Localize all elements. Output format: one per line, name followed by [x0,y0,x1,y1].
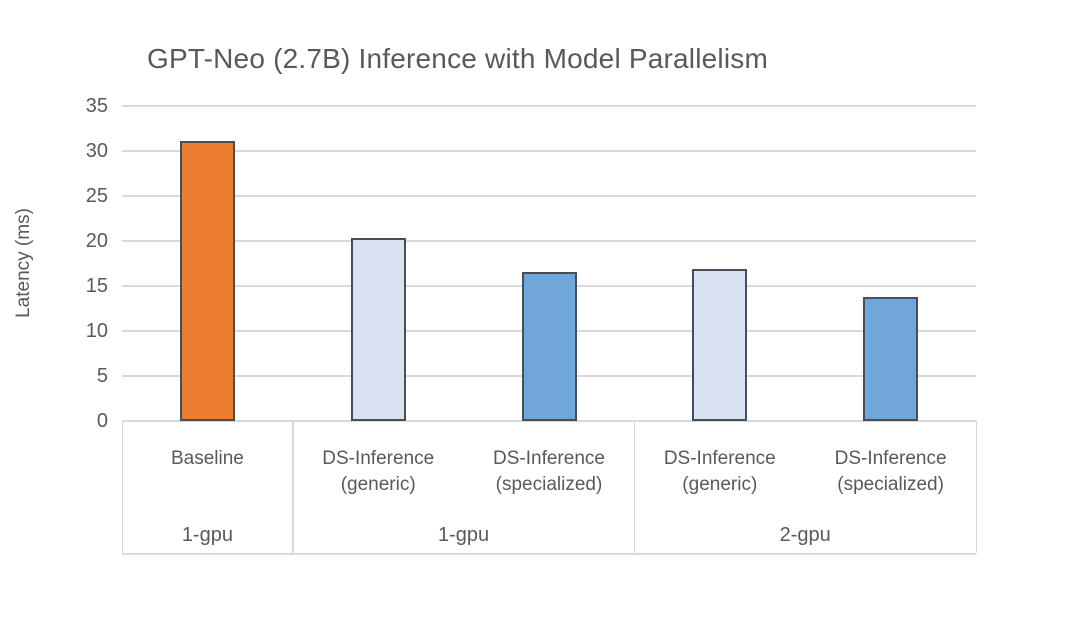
y-tick-label-35: 35 [85,95,108,117]
y-tick-label-10: 10 [85,320,108,342]
group-label-1-gpu: 1-gpu [181,524,233,546]
y-gridline-25 [122,195,976,197]
bar-ds-inference-generic-2-gpu [692,268,748,421]
y-gridline-30 [122,150,976,152]
category-label-ds-inference-generic-3: DS-Inference (generic) [663,448,776,495]
category-label-ds-inference-generic-1: DS-Inference (generic) [322,448,435,495]
y-axis-title: Latency (ms) [13,208,34,318]
y-gridline-0 [122,420,976,422]
table-border-vertical-3 [975,421,977,553]
category-label-baseline-0: Baseline [170,448,244,469]
group-label-2-gpu: 2-gpu [779,524,831,546]
category-label-ds-inference-specialized-4: DS-Inference (specialized) [834,448,947,495]
y-tick-label-30: 30 [85,140,108,162]
bar-ds-inference-specialized-2-gpu [863,296,919,421]
table-border-bottom [122,553,976,555]
table-border-vertical-1 [292,421,294,553]
y-tick-label-20: 20 [85,230,108,252]
bar-ds-inference-generic-1-gpu [350,238,406,421]
group-label-1-gpu: 1-gpu [438,524,490,546]
table-border-vertical-0 [121,421,123,553]
y-gridline-35 [122,105,976,107]
category-label-ds-inference-specialized-2: DS-Inference (specialized) [493,448,605,495]
table-border-vertical-2 [633,421,636,553]
y-tick-label-25: 25 [85,185,108,207]
chart-title: GPT-Neo (2.7B) Inference with Model Para… [147,43,768,74]
bar-baseline-1-gpu [179,141,235,421]
y-tick-label-5: 5 [96,365,108,387]
y-tick-label-0: 0 [96,410,108,432]
bar-ds-inference-specialized-1-gpu [521,271,577,421]
y-tick-label-15: 15 [85,275,108,297]
y-gridline-20 [122,240,976,242]
